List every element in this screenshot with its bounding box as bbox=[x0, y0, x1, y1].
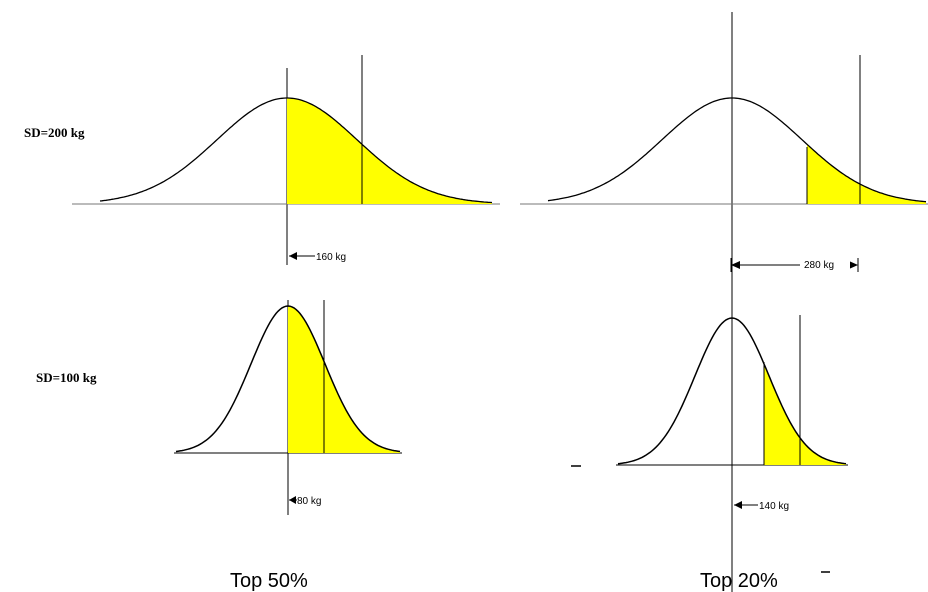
panel-top-left: 160 kg bbox=[72, 55, 500, 263]
column-title-top-50: Top 50% bbox=[230, 570, 308, 592]
row-label-sd-200: SD=200 kg bbox=[24, 125, 85, 140]
panel-top-right: 280 kg bbox=[520, 55, 928, 272]
arrow-head-left bbox=[731, 261, 740, 269]
selected-area bbox=[807, 144, 926, 204]
normal-curve bbox=[99, 97, 493, 204]
selected-area bbox=[288, 306, 400, 453]
panel-bottom-right: 140 kg bbox=[616, 315, 848, 512]
normal-curve bbox=[175, 305, 401, 453]
selection-differential-label: 160 kg bbox=[316, 252, 346, 263]
selection-differential-label: 140 kg bbox=[759, 501, 789, 512]
arrow-head-right bbox=[849, 261, 858, 269]
selection-differential-label: 80 kg bbox=[297, 496, 321, 507]
selected-area bbox=[764, 363, 846, 465]
normal-curve bbox=[547, 97, 927, 203]
row-label-sd-100: SD=100 kg bbox=[36, 370, 97, 385]
panel-bottom-left: 80 kg bbox=[174, 300, 402, 507]
normal-curve bbox=[617, 317, 847, 465]
arrow-head bbox=[289, 252, 297, 260]
selection-differential-label: 280 kg bbox=[804, 260, 834, 271]
selected-area bbox=[287, 98, 492, 204]
arrow-head bbox=[734, 501, 742, 509]
arrow-head bbox=[289, 496, 296, 504]
column-title-top-20: Top 20% bbox=[700, 570, 778, 592]
